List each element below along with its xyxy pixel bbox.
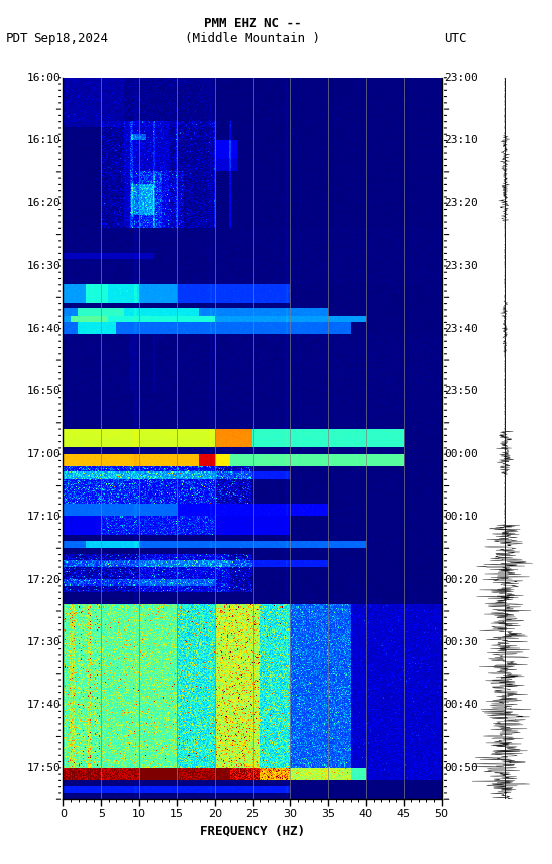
Text: 00:00: 00:00: [444, 449, 478, 459]
Text: 23:20: 23:20: [444, 198, 478, 208]
Text: 00:30: 00:30: [444, 638, 478, 647]
Text: 17:50: 17:50: [27, 763, 61, 772]
Text: 00:50: 00:50: [444, 763, 478, 772]
Text: 16:20: 16:20: [27, 198, 61, 208]
Text: 17:10: 17:10: [27, 511, 61, 522]
Text: 23:50: 23:50: [444, 386, 478, 397]
Text: 23:40: 23:40: [444, 324, 478, 334]
Text: 00:40: 00:40: [444, 700, 478, 710]
Text: 17:40: 17:40: [27, 700, 61, 710]
Text: 16:50: 16:50: [27, 386, 61, 397]
Text: 16:10: 16:10: [27, 136, 61, 145]
Text: 16:30: 16:30: [27, 261, 61, 271]
Text: 23:00: 23:00: [444, 73, 478, 83]
Text: PDT: PDT: [6, 32, 28, 46]
Text: 17:00: 17:00: [27, 449, 61, 459]
Text: 17:20: 17:20: [27, 575, 61, 585]
Text: 00:20: 00:20: [444, 575, 478, 585]
Text: 16:00: 16:00: [27, 73, 61, 83]
Text: 16:40: 16:40: [27, 324, 61, 334]
Text: (Middle Mountain ): (Middle Mountain ): [185, 32, 320, 45]
Text: UTC: UTC: [444, 32, 467, 46]
Text: 23:30: 23:30: [444, 261, 478, 271]
Text: 00:10: 00:10: [444, 511, 478, 522]
Text: PMM EHZ NC --: PMM EHZ NC --: [204, 17, 301, 30]
Text: 23:10: 23:10: [444, 136, 478, 145]
Text: 17:30: 17:30: [27, 638, 61, 647]
X-axis label: FREQUENCY (HZ): FREQUENCY (HZ): [200, 824, 305, 837]
Text: Sep18,2024: Sep18,2024: [33, 32, 108, 46]
